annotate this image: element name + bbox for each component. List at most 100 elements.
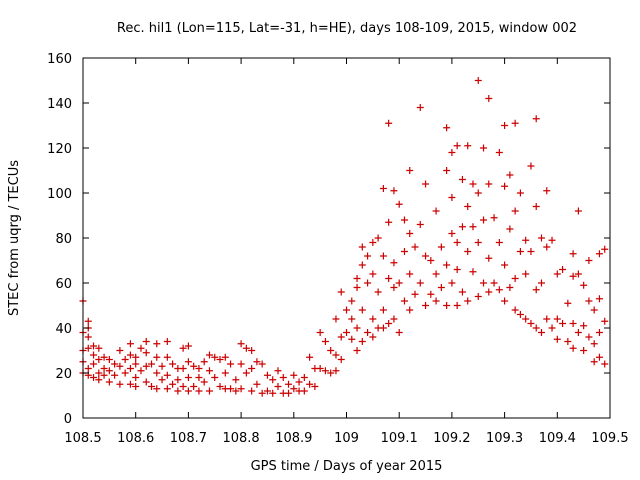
data-point	[422, 252, 430, 260]
y-tick-label: 100	[47, 187, 72, 202]
data-point	[406, 306, 414, 314]
data-point	[474, 77, 482, 84]
data-point	[527, 162, 535, 170]
x-tick-label: 108.7	[170, 431, 207, 446]
data-point	[337, 288, 345, 296]
data-point	[300, 374, 308, 381]
data-point	[458, 288, 466, 296]
data-point	[174, 376, 182, 384]
data-point	[390, 259, 398, 267]
data-point	[153, 353, 161, 361]
data-point	[390, 187, 398, 195]
x-tick-label: 109.5	[591, 431, 628, 446]
data-point	[358, 338, 366, 345]
data-point	[90, 342, 98, 350]
data-point	[511, 207, 519, 215]
data-point	[95, 356, 103, 363]
data-point	[369, 270, 377, 278]
data-point	[448, 279, 456, 287]
data-point	[532, 286, 540, 294]
data-point	[400, 216, 408, 224]
data-point	[501, 297, 509, 305]
data-point	[464, 142, 472, 150]
data-point	[379, 324, 387, 332]
data-point	[501, 122, 509, 129]
data-point	[253, 380, 261, 388]
data-point	[242, 344, 250, 352]
data-point	[227, 360, 235, 368]
data-point	[132, 383, 140, 390]
y-tick-label: 160	[47, 52, 72, 67]
data-point	[148, 360, 156, 368]
data-point	[337, 333, 345, 341]
data-point	[200, 358, 208, 366]
data-point	[522, 236, 530, 244]
data-point	[469, 223, 477, 231]
data-point	[105, 356, 113, 363]
data-point	[474, 239, 482, 246]
data-point	[126, 365, 134, 372]
data-point	[84, 365, 92, 372]
data-point	[321, 338, 329, 345]
data-point	[364, 252, 372, 260]
data-point	[358, 306, 366, 314]
data-point	[506, 284, 514, 291]
data-point	[237, 340, 245, 348]
data-point	[437, 243, 445, 251]
data-point	[443, 302, 451, 309]
data-point	[595, 353, 603, 361]
data-point	[279, 374, 287, 381]
data-point	[427, 257, 435, 264]
data-point	[100, 353, 108, 361]
data-point	[163, 353, 171, 361]
data-point	[306, 380, 314, 388]
data-point	[537, 279, 545, 287]
data-point	[400, 297, 408, 305]
data-point	[116, 362, 124, 370]
data-point	[100, 371, 108, 379]
data-point	[364, 279, 372, 287]
data-point	[432, 207, 440, 215]
data-point	[453, 302, 461, 309]
data-point	[406, 270, 414, 278]
data-point	[385, 275, 393, 282]
data-point	[142, 378, 150, 386]
data-point	[348, 335, 356, 343]
data-point	[595, 295, 603, 303]
data-point	[422, 302, 430, 309]
data-point	[195, 365, 203, 372]
data-point	[200, 378, 208, 386]
data-point	[374, 288, 382, 296]
data-point	[221, 369, 229, 377]
data-point	[285, 389, 293, 397]
data-point	[132, 360, 140, 368]
data-point	[527, 248, 535, 255]
data-point	[290, 371, 298, 379]
data-point	[411, 290, 419, 298]
data-point	[153, 369, 161, 377]
data-point	[585, 297, 593, 305]
data-point	[416, 221, 424, 228]
data-point	[353, 284, 361, 291]
data-point	[574, 270, 582, 278]
data-point	[416, 279, 424, 287]
y-tick-label: 60	[55, 277, 72, 292]
data-point	[132, 374, 140, 381]
data-point	[506, 171, 514, 179]
x-tick-label: 108.9	[275, 431, 312, 446]
data-point	[158, 376, 166, 384]
data-point	[95, 369, 103, 377]
data-point	[585, 333, 593, 341]
data-point	[195, 387, 203, 395]
data-point	[585, 257, 593, 264]
data-point	[480, 144, 488, 152]
data-point	[379, 306, 387, 314]
data-point	[237, 385, 245, 393]
data-point	[332, 315, 340, 323]
data-point	[142, 349, 150, 357]
data-point	[553, 335, 561, 343]
data-point	[495, 149, 503, 156]
data-point	[137, 344, 145, 352]
data-point	[369, 333, 377, 341]
data-point	[348, 297, 356, 305]
